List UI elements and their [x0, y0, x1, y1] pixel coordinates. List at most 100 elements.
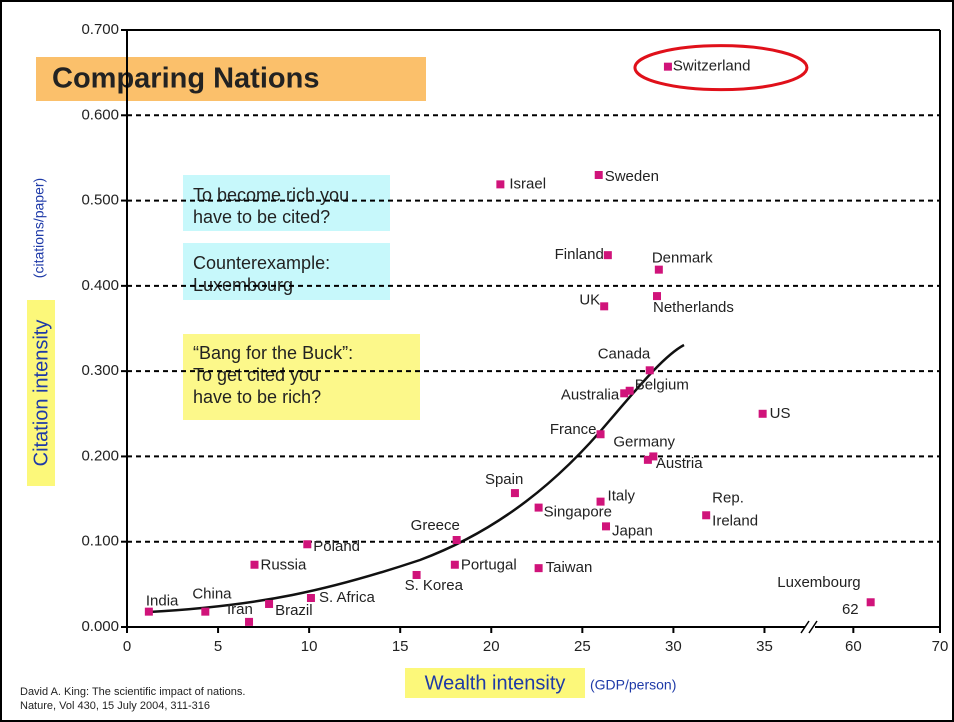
point-label: S. Korea — [405, 577, 464, 594]
point-label: Brazil — [275, 602, 313, 619]
point — [620, 389, 629, 398]
note-box — [183, 334, 420, 420]
point-label: India — [146, 593, 179, 610]
point-label: Poland — [313, 538, 360, 555]
trend-curve — [148, 343, 685, 614]
point-label: Japan — [612, 522, 653, 539]
point-label: Denmark — [652, 250, 713, 267]
x-tick-label: 5 — [214, 638, 222, 655]
note-box — [183, 243, 390, 300]
point — [303, 540, 312, 549]
note-text: have to be rich? — [193, 387, 321, 407]
point — [643, 455, 652, 464]
y-tick-label: 0.100 — [81, 533, 119, 550]
note-text: To get cited you — [193, 365, 319, 385]
point — [594, 170, 603, 179]
note-text: Luxembourg — [193, 275, 293, 295]
axis-break — [800, 620, 810, 634]
y-tick-label: 0.600 — [81, 106, 119, 123]
axis-break — [808, 620, 818, 634]
x-tick-label: 30 — [665, 638, 682, 655]
point-label: Australia — [561, 386, 620, 403]
point-label: Israel — [509, 175, 546, 192]
point-label: Iran — [227, 601, 253, 618]
point — [645, 366, 654, 375]
point — [144, 607, 153, 616]
point-label: Germany — [613, 433, 675, 450]
point-label: Italy — [608, 488, 636, 505]
point — [602, 522, 611, 531]
point-label: China — [192, 586, 232, 603]
point — [649, 452, 658, 461]
y-axis-unit: (citations/paper) — [31, 178, 47, 278]
point — [758, 409, 767, 418]
y-label-bg — [27, 300, 55, 486]
source: Nature, Vol 430, 15 July 2004, 311-316 — [20, 700, 210, 712]
x-tick-label: 25 — [574, 638, 591, 655]
note-box — [183, 175, 390, 231]
point-label: Rep. Ireland — [712, 489, 758, 529]
point-label: Canada — [598, 345, 651, 362]
point — [250, 560, 259, 569]
point — [625, 386, 634, 395]
title: Comparing Nations — [52, 63, 319, 95]
point-label: France — [550, 421, 597, 438]
y-tick-label: 0.400 — [81, 277, 119, 294]
point — [663, 62, 672, 71]
point-label: S. Africa — [319, 589, 376, 606]
point — [412, 570, 421, 579]
y-tick-label: 0.300 — [81, 362, 119, 379]
point-label: Greece — [411, 517, 460, 534]
x-tick-label: 35 — [756, 638, 773, 655]
point — [265, 599, 274, 608]
point-label: Finland — [555, 246, 604, 263]
point-label: US — [770, 405, 791, 422]
x-tick-label: 0 — [123, 638, 131, 655]
point — [600, 302, 609, 311]
point — [702, 511, 711, 520]
point-label: Portugal — [461, 557, 517, 574]
point — [603, 251, 612, 260]
x-tick-label: 60 — [845, 638, 862, 655]
y-axis-label: Citation intensity — [30, 320, 52, 467]
point — [866, 598, 875, 607]
point — [654, 265, 663, 274]
point-label: Luxembourg — [777, 574, 860, 591]
point-label: Russia — [260, 557, 307, 574]
axis-break-gap — [805, 624, 815, 630]
x-label-bg — [405, 668, 585, 698]
point — [596, 430, 605, 439]
x-axis-unit: (GDP/person) — [590, 677, 676, 693]
y-tick-label: 0.000 — [81, 618, 119, 635]
point-label: Taiwan — [546, 559, 593, 576]
x-tick-label: 15 — [392, 638, 409, 655]
point — [450, 560, 459, 569]
point-label: Singapore — [544, 504, 612, 521]
x-tick-label: 20 — [483, 638, 500, 655]
point — [496, 180, 505, 189]
point-label: Austria — [656, 455, 703, 472]
y-tick-label: 0.200 — [81, 447, 119, 464]
point-label: Netherlands — [653, 299, 734, 316]
x-tick-label: 10 — [301, 638, 318, 655]
note-text: “Bang for the Buck”: — [193, 343, 353, 363]
y-tick-label: 0.500 — [81, 192, 119, 209]
point-label: Sweden — [605, 168, 659, 185]
note-text: Counterexample: — [193, 253, 330, 273]
point — [201, 607, 210, 616]
x-tick-label: 70 — [932, 638, 949, 655]
source: David A. King: The scientific impact of … — [20, 686, 245, 698]
point — [306, 594, 315, 603]
point — [534, 564, 543, 573]
point-x-label: 62 — [842, 601, 859, 618]
point — [653, 292, 662, 301]
point-label: UK — [579, 291, 600, 308]
title-box — [36, 57, 426, 101]
point — [534, 503, 543, 512]
y-tick-label: 0.700 — [81, 21, 119, 38]
highlight-ring — [633, 44, 809, 92]
point-label: Switzerland — [673, 58, 751, 75]
point-label: Spain — [485, 471, 523, 488]
